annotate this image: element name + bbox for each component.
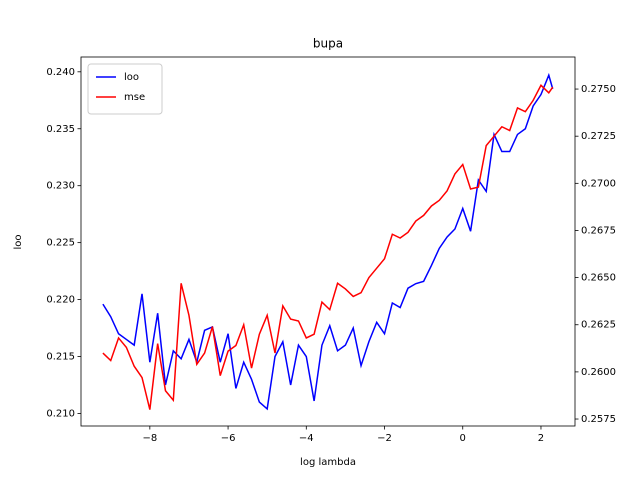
chart-title: bupa bbox=[313, 37, 343, 51]
x-axis-label: log lambda bbox=[300, 457, 356, 468]
series-line bbox=[102, 84, 554, 410]
y-tick-label: 0.235 bbox=[46, 124, 75, 135]
y2-tick-label: 0.2600 bbox=[581, 367, 616, 378]
plot-frame bbox=[80, 56, 576, 427]
legend-label: loo bbox=[124, 72, 139, 83]
y2-tick-label: 0.2700 bbox=[581, 178, 616, 189]
y2-tick-label: 0.2575 bbox=[581, 414, 616, 425]
x-tick-label: −4 bbox=[299, 433, 314, 444]
y-tick-label: 0.220 bbox=[46, 295, 75, 306]
y-axis-label: loo bbox=[13, 234, 24, 249]
y-tick-label: 0.225 bbox=[46, 238, 75, 249]
x-tick-label: −6 bbox=[221, 433, 236, 444]
x-tick-label: −8 bbox=[142, 433, 157, 444]
y-tick-label: 0.230 bbox=[46, 181, 75, 192]
series-line bbox=[102, 72, 554, 411]
y-tick-label: 0.210 bbox=[46, 408, 75, 419]
y2-tick-label: 0.2750 bbox=[581, 84, 616, 95]
x-tick-label: 0 bbox=[460, 433, 466, 444]
y2-tick-label: 0.2650 bbox=[581, 273, 616, 284]
y2-tick-label: 0.2675 bbox=[581, 225, 616, 236]
y-tick-label: 0.215 bbox=[46, 352, 75, 363]
y2-tick-label: 0.2625 bbox=[581, 320, 616, 331]
x-tick-label: 2 bbox=[538, 433, 544, 444]
y-tick-label: 0.240 bbox=[46, 67, 75, 78]
x-tick-label: −2 bbox=[377, 433, 392, 444]
y2-tick-label: 0.2725 bbox=[581, 131, 616, 142]
legend-label: mse bbox=[124, 92, 145, 103]
